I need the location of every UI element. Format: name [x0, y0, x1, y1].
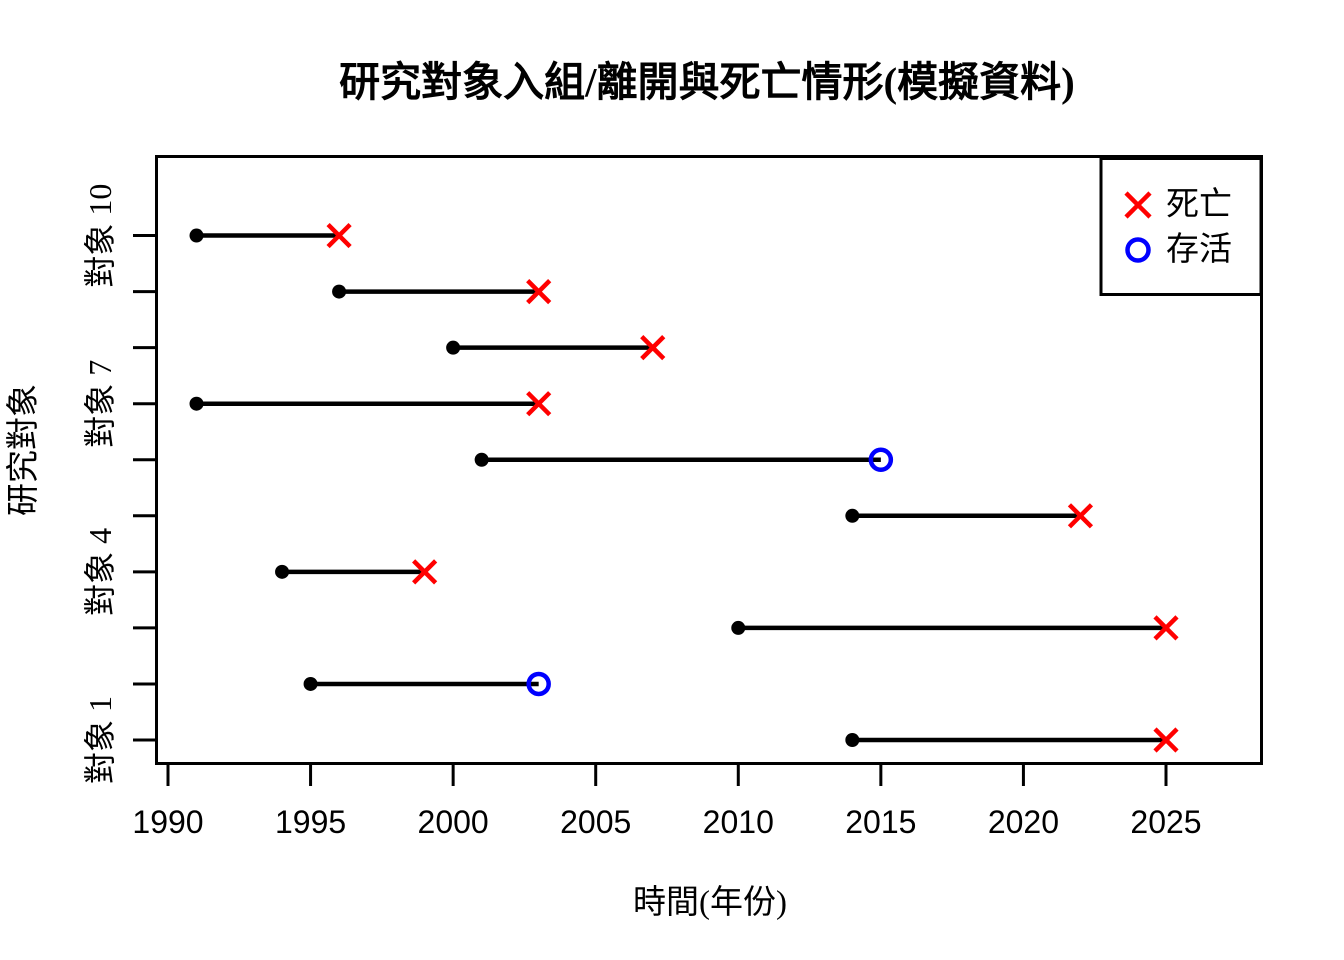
legend: 死亡 存活: [1099, 157, 1263, 296]
death-x-marker: [412, 559, 438, 585]
legend-survival-label: 存活: [1166, 231, 1232, 268]
chart-title: 研究對象入組/離開與死亡情形(模擬資料): [339, 59, 1075, 105]
death-x-marker: [526, 391, 552, 417]
enrollment-dot: [189, 228, 204, 243]
x-tick-label: 1995: [275, 804, 346, 840]
death-x-marker: [326, 222, 352, 249]
x-tick-label: 2015: [845, 804, 916, 840]
legend-death-label: 死亡: [1166, 186, 1232, 223]
plot-border: [155, 155, 1263, 765]
enrollment-dot: [474, 452, 489, 467]
death-x-icon-stroke: [1124, 191, 1152, 219]
enrollment-dot: [446, 340, 461, 355]
enrollment-dot: [332, 284, 347, 299]
x-tick-label: 2000: [418, 804, 489, 840]
y-tick-label: 對象 4: [82, 528, 118, 616]
enrollment-dot: [189, 396, 204, 411]
survival-circle-marker: [526, 671, 551, 697]
y-axis-label: 研究對象: [5, 384, 42, 516]
x-axis-label: 時間(年份): [633, 884, 787, 921]
x-tick-label: 2010: [703, 804, 774, 840]
y-tick-label: 對象 10: [82, 184, 118, 288]
y-tick-label: 對象 7: [82, 360, 118, 448]
death-x-marker: [1153, 727, 1179, 753]
death-x-marker: [1067, 503, 1094, 529]
death-x-marker: [640, 335, 666, 361]
death-x-marker: [526, 279, 552, 305]
survival-circle-marker: [868, 447, 894, 472]
x-tick-label: 1990: [132, 804, 203, 840]
survival-circle-icon: [1125, 237, 1151, 263]
x-tick-label: 2025: [1130, 804, 1201, 840]
y-tick-label: 對象 1: [82, 696, 118, 784]
enrollment-dot: [303, 676, 318, 691]
plot-area: 1990 1995 2000 2005 2010 2015 2020 2025 對象 1 對象 4…: [82, 155, 1263, 840]
death-x-icon: [1124, 191, 1152, 219]
x-tick-label: 2005: [560, 804, 631, 840]
death-x-marker: [1153, 615, 1179, 641]
enrollment-dot: [845, 733, 860, 747]
x-tick-label: 2020: [988, 804, 1059, 840]
enrollment-dot: [275, 564, 290, 579]
enrollment-dot: [845, 508, 860, 523]
enrollment-dot: [731, 620, 746, 635]
legend-box: [1099, 157, 1263, 296]
